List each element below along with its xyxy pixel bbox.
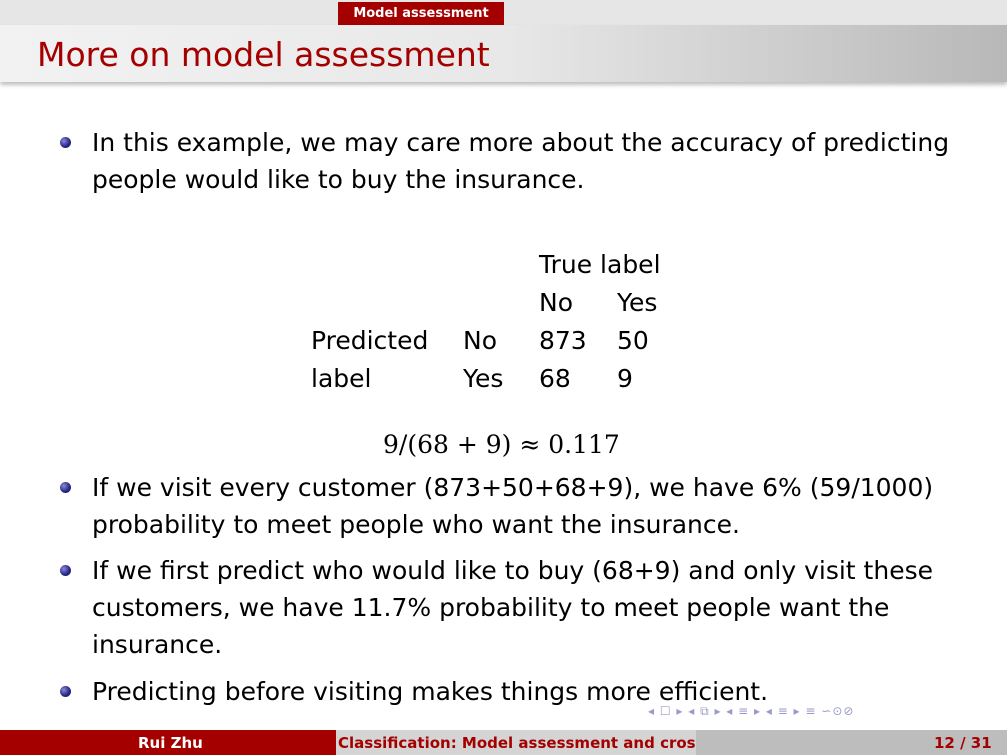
bullet-icon (60, 686, 71, 697)
cell-yes-no: 68 (539, 364, 571, 393)
section-tab[interactable]: Model assessment (338, 2, 504, 25)
col-label-yes: Yes (617, 288, 658, 317)
bullet-text-1: In this example, we may care more about … (92, 128, 950, 194)
cell-yes-yes: 9 (617, 364, 633, 393)
footer-page-number: 12 / 31 (696, 730, 1007, 755)
bullet-icon (60, 137, 71, 148)
footer: Rui Zhu Classification: Model assessment… (0, 730, 1007, 755)
bullet-text-4: Predicting before visiting makes things … (92, 677, 769, 706)
cell-no-yes: 50 (617, 326, 649, 355)
bullet-icon (60, 482, 71, 493)
precision-formula: 9/(68 + 9) ≈ 0.117 (383, 430, 620, 459)
footer-talk-title: Classification: Model assessment and cro… (336, 730, 696, 755)
row-label-no: No (463, 326, 497, 355)
title-bar: More on model assessment (0, 25, 1007, 82)
bullet-text-3: If we first predict who would like to bu… (92, 556, 933, 659)
row-header-label: label (311, 364, 372, 393)
col-header: True label (539, 250, 661, 279)
slide-title: More on model assessment (37, 35, 490, 74)
col-label-no: No (539, 288, 573, 317)
footer-author: Rui Zhu (0, 730, 336, 755)
bullet-icon (60, 565, 71, 576)
row-header-predicted: Predicted (311, 326, 429, 355)
header-bar: Model assessment (0, 0, 1007, 25)
row-label-yes: Yes (463, 364, 504, 393)
bullet-text-2: If we visit every customer (873+50+68+9)… (92, 473, 934, 539)
beamer-navigation-icons[interactable]: ◂ ☐ ▸ ◂ ⧉ ▸ ◂ ≡ ▸ ◂ ≡ ▸ ≡ ∽⊙⊘ (648, 704, 855, 718)
cell-no-no: 873 (539, 326, 587, 355)
